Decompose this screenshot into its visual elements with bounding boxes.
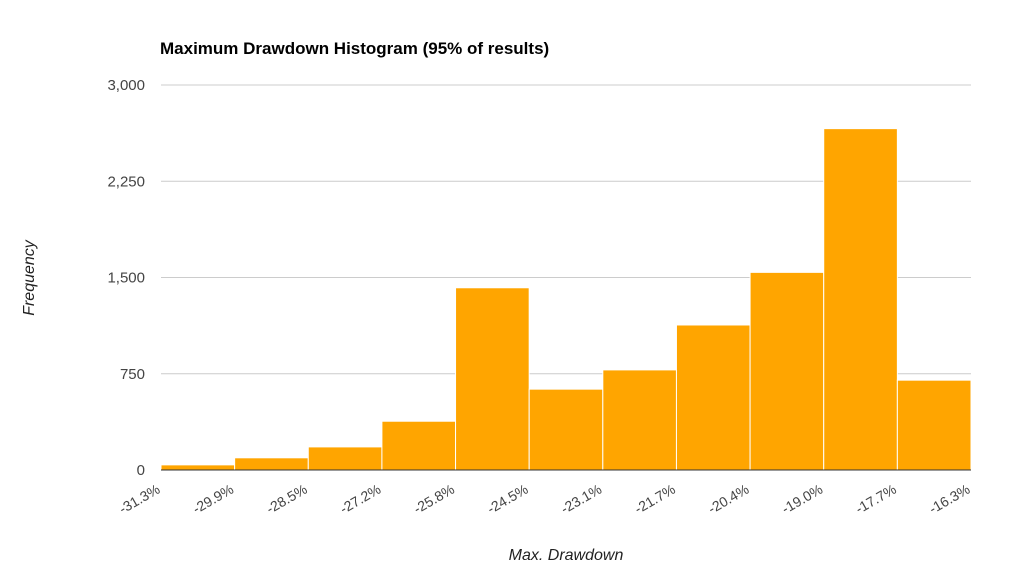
y-axis-tick-labels: 0 750 1,500 2,250 3,000 [107,77,145,479]
chart-title: Maximum Drawdown Histogram (95% of resul… [160,39,549,58]
histogram-bar [528,388,604,471]
x-tick-label: -27.2% [337,481,383,517]
y-tick-label: 1,500 [107,270,145,287]
x-tick-label: -29.9% [190,481,236,517]
histogram-bar [602,369,677,471]
x-tick-label: -19.0% [779,481,825,517]
x-tick-label: -25.8% [411,481,457,517]
histogram-bar [675,324,751,471]
histogram-bar [381,420,457,471]
histogram-bar [234,457,309,471]
y-tick-label: 2,250 [107,173,145,190]
y-tick-label: 750 [120,366,145,383]
y-tick-label: 0 [137,462,145,479]
histogram-bar [455,287,530,471]
histogram-bar [896,379,972,471]
x-tick-label: -28.5% [263,481,309,517]
y-tick-label: 3,000 [107,77,145,94]
x-tick-label: -23.1% [558,481,604,517]
x-tick-label: -31.3% [116,481,162,517]
x-tick-label: -21.7% [632,481,678,517]
x-tick-label: -20.4% [705,481,751,517]
x-tick-label: -24.5% [484,481,530,517]
histogram-bar [307,446,383,471]
histogram-bar [823,128,898,471]
x-axis-tick-labels: -31.3% -29.9% -28.5% -27.2% -25.8% -24.5% -23.… [116,481,972,517]
histogram-bar [749,271,825,471]
histogram-bars [160,128,972,471]
x-tick-label: -16.3% [926,481,972,517]
y-axis-title: Frequency [21,239,38,316]
histogram-bar [160,464,236,471]
x-tick-label: -17.7% [852,481,898,517]
x-axis-title: Max. Drawdown [509,547,624,564]
